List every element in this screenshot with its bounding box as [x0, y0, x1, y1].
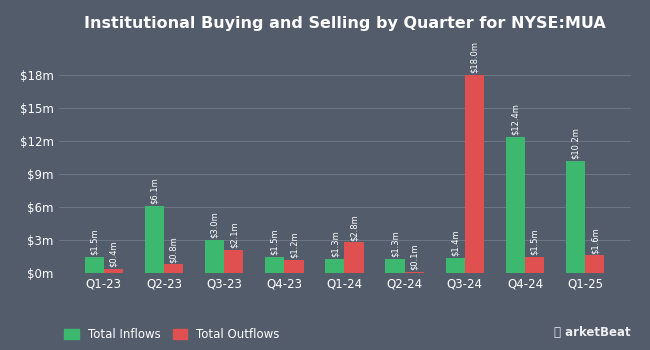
Bar: [205, 240, 224, 273]
Title: Institutional Buying and Selling by Quarter for NYSE:MUA: Institutional Buying and Selling by Quar…: [84, 16, 605, 31]
Text: $0.1m: $0.1m: [410, 244, 419, 270]
Text: $12.4m: $12.4m: [511, 103, 520, 135]
Bar: [284, 260, 304, 273]
Text: $3.0m: $3.0m: [210, 212, 219, 238]
Bar: [84, 257, 104, 273]
Text: $1.5m: $1.5m: [90, 228, 99, 255]
Bar: [325, 259, 344, 273]
Text: $2.8m: $2.8m: [350, 214, 359, 240]
Bar: [506, 136, 525, 273]
Text: $1.2m: $1.2m: [289, 232, 298, 258]
Text: $1.3m: $1.3m: [391, 230, 400, 257]
Text: $2.1m: $2.1m: [229, 222, 239, 248]
Bar: [265, 257, 284, 273]
Text: $10.2m: $10.2m: [571, 127, 580, 159]
Text: $1.4m: $1.4m: [450, 229, 460, 256]
Bar: [164, 264, 183, 273]
Text: $6.1m: $6.1m: [150, 177, 159, 204]
Bar: [585, 256, 604, 273]
Text: $1.3m: $1.3m: [330, 230, 339, 257]
Text: $0.8m: $0.8m: [169, 236, 178, 262]
Text: $18.0m: $18.0m: [470, 41, 479, 74]
Text: $1.6m: $1.6m: [590, 227, 599, 254]
Bar: [104, 268, 123, 273]
Bar: [525, 257, 544, 273]
Bar: [465, 75, 484, 273]
Text: ⩍ arketBeat: ⩍ arketBeat: [554, 327, 630, 340]
Text: $0.4m: $0.4m: [109, 240, 118, 267]
Bar: [566, 161, 585, 273]
Bar: [405, 272, 424, 273]
Text: $1.5m: $1.5m: [270, 228, 280, 255]
Legend: Total Inflows, Total Outflows: Total Inflows, Total Outflows: [64, 328, 280, 341]
Bar: [446, 258, 465, 273]
Bar: [344, 242, 364, 273]
Bar: [385, 259, 405, 273]
Bar: [145, 206, 164, 273]
Bar: [224, 250, 243, 273]
Text: $1.5m: $1.5m: [530, 228, 540, 255]
